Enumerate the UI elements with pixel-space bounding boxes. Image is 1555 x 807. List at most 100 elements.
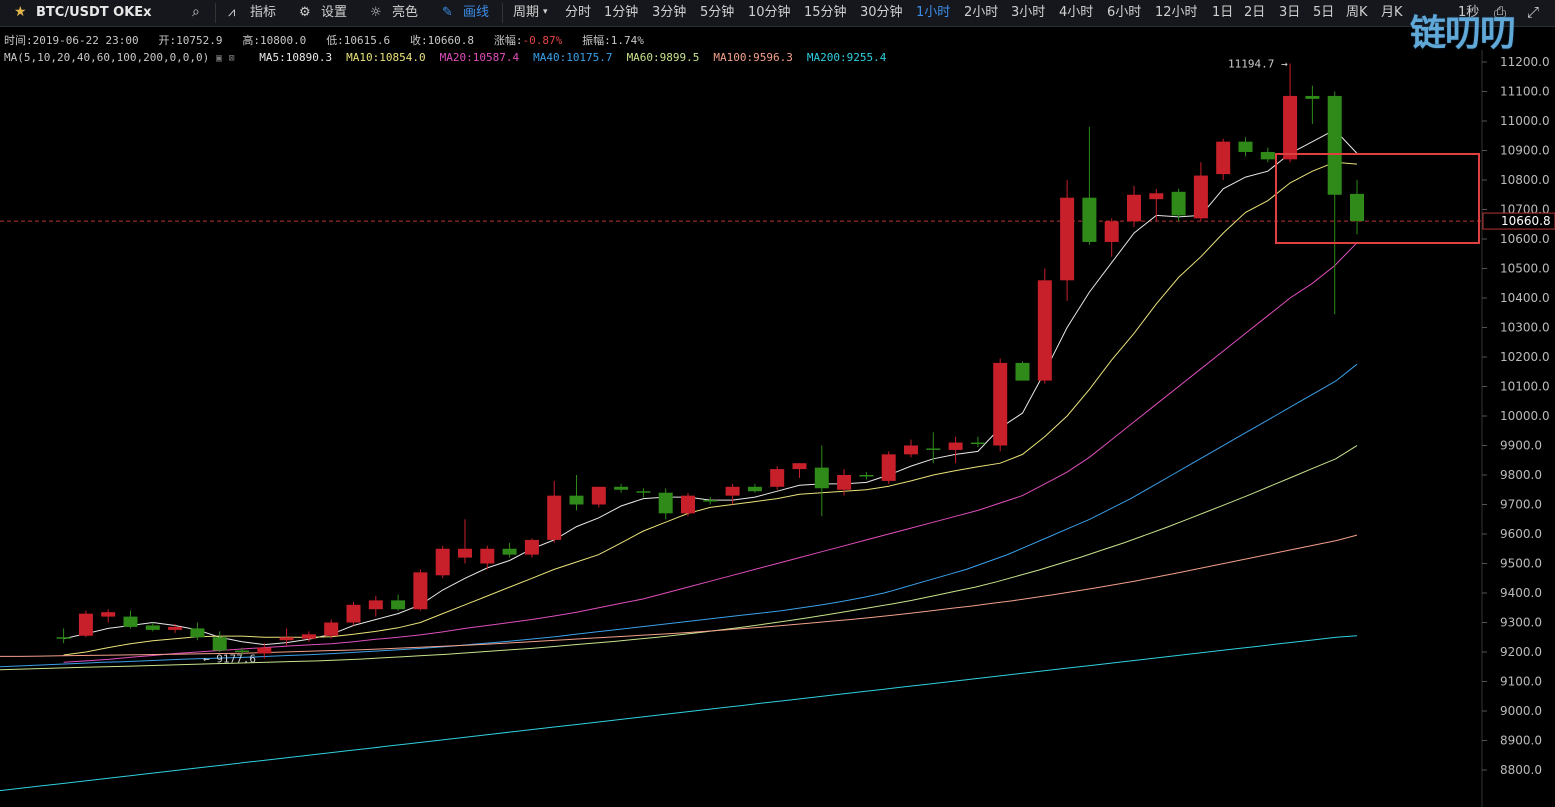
settings-button[interactable]: 设置	[321, 5, 348, 20]
y-tick-label: 11100.0	[1500, 85, 1550, 99]
y-tick-label: 11200.0	[1500, 55, 1550, 69]
ohlc-close: 收:10660.8	[410, 34, 475, 47]
candle-body	[235, 650, 249, 652]
candle-body	[636, 491, 651, 493]
candle-body	[993, 362, 1008, 446]
tab-interval-1[interactable]: 1分钟	[604, 5, 639, 20]
tab-interval-6[interactable]: 30分钟	[860, 5, 903, 20]
ohlc-time: 时间:2019-06-22 23:00	[4, 34, 139, 47]
candle-body	[770, 469, 785, 487]
candle-body	[970, 442, 985, 445]
pencil-icon: ✎	[442, 5, 453, 20]
tab-interval-13[interactable]: 1日	[1212, 5, 1234, 20]
y-tick-label: 9500.0	[1500, 557, 1542, 571]
tab-interval-9[interactable]: 3小时	[1011, 5, 1046, 20]
min-price-label: ← 9177.6	[203, 653, 256, 666]
candle-body	[101, 612, 116, 617]
tab-interval-10[interactable]: 4小时	[1059, 5, 1094, 20]
y-tick-label: 10400.0	[1500, 291, 1550, 305]
candle-body	[681, 495, 695, 514]
tab-interval-0[interactable]: 分时	[565, 5, 592, 20]
tab-interval-11[interactable]: 6小时	[1107, 5, 1142, 20]
candle-body	[1015, 362, 1030, 381]
ma-legend-ma20: MA20:10587.4	[439, 51, 520, 64]
tab-interval-12[interactable]: 12小时	[1155, 5, 1198, 20]
period-dropdown[interactable]: 周期	[513, 5, 540, 20]
tab-interval-14[interactable]: 2日	[1244, 5, 1266, 20]
ma-line-ma100	[0, 534, 1358, 657]
candle-body	[435, 548, 450, 576]
tab-interval-16[interactable]: 5日	[1313, 5, 1335, 20]
max-price-label: 11194.7 →	[1228, 58, 1288, 71]
ma-legend-ma40: MA40:10175.7	[533, 51, 613, 64]
y-tick-label: 11000.0	[1500, 114, 1550, 128]
fullscreen-icon[interactable]: ⤢	[1527, 3, 1540, 21]
candle-body	[324, 622, 339, 636]
candle-body	[703, 500, 718, 502]
candle-body	[881, 454, 896, 481]
gear-icon: ⚙	[299, 5, 311, 20]
ohlc-low: 低:10615.6	[326, 34, 391, 47]
candle-body	[1193, 175, 1208, 219]
y-tick-label: 10800.0	[1500, 173, 1550, 187]
candle-body	[1127, 194, 1141, 222]
ma-params[interactable]: MA(5,10,20,40,60,100,200,0,0,0)	[4, 51, 210, 64]
y-tick-label: 10200.0	[1500, 350, 1550, 364]
tab-interval-4[interactable]: 10分钟	[748, 5, 791, 20]
y-tick-label: 10900.0	[1500, 144, 1550, 158]
ohlc-amplitude: 振幅:1.74%	[582, 34, 644, 47]
chevron-down-icon: ▾	[543, 7, 548, 17]
tab-interval-18[interactable]: 月K	[1381, 5, 1403, 20]
y-tick-label: 10500.0	[1500, 262, 1550, 276]
candle-body	[1327, 95, 1342, 195]
candle-body	[725, 486, 740, 496]
candle-body	[1082, 197, 1097, 242]
candle-body	[480, 548, 495, 564]
tab-interval-5[interactable]: 15分钟	[804, 5, 847, 20]
candle-body	[78, 613, 93, 636]
tab-interval-7[interactable]: 1小时	[916, 5, 951, 20]
candle-body	[145, 625, 160, 630]
tab-interval-15[interactable]: 3日	[1279, 5, 1301, 20]
tab-interval-17[interactable]: 周K	[1346, 5, 1368, 20]
ma-values: MA5:10890.3 MA10:10854.0 MA20:10587.4 MA40:…	[241, 51, 886, 64]
candle-body	[1037, 280, 1052, 381]
theme-toggle-button[interactable]: 亮色	[392, 5, 419, 20]
candle-body	[569, 495, 584, 505]
candle-body	[368, 600, 383, 610]
y-tick-label: 9100.0	[1500, 675, 1542, 689]
ma-legend-ma100: MA100:9596.3	[713, 51, 793, 64]
candle-body	[524, 539, 539, 555]
refresh-rate-label[interactable]: 1秒	[1458, 5, 1480, 20]
symbol-pair-label[interactable]: BTC/USDT OKEx	[36, 5, 152, 20]
ma-legend-ma5: MA5:10890.3	[259, 51, 333, 64]
tab-interval-3[interactable]: 5分钟	[700, 5, 735, 20]
ma-legend-ma200: MA200:9255.4	[806, 51, 887, 64]
top-toolbar: ★ BTC/USDT OKEx ⌕ ⩘ 指标 ⚙ 设置 ☼ 亮色 ✎ 画线 周期…	[0, 0, 1555, 27]
ma-line-ma60	[0, 445, 1358, 671]
y-tick-label: 9700.0	[1500, 498, 1542, 512]
indicators-button[interactable]: 指标	[250, 5, 277, 20]
y-tick-label: 9600.0	[1500, 527, 1542, 541]
search-icon[interactable]: ⌕	[192, 4, 200, 20]
ma-legend-ma10: MA10:10854.0	[346, 51, 426, 64]
candle-body	[614, 486, 629, 490]
tab-interval-2[interactable]: 3分钟	[652, 5, 687, 20]
ma-close-icon[interactable]: ⊠	[228, 53, 235, 64]
candle-body	[1171, 191, 1186, 216]
highlight-rectangle	[1275, 153, 1480, 244]
ohlc-high: 高:10800.0	[242, 34, 307, 47]
candle-body	[391, 600, 406, 610]
favorite-star-icon[interactable]: ★	[14, 4, 27, 20]
tab-interval-8[interactable]: 2小时	[964, 5, 999, 20]
draw-button[interactable]: 画线	[463, 5, 490, 20]
candle-body	[212, 637, 227, 651]
camera-icon[interactable]: ⎙	[1494, 3, 1507, 21]
y-tick-label: 8900.0	[1500, 734, 1542, 748]
ma-settings-icon[interactable]: ▣	[215, 53, 222, 64]
last-price-label: 10660.8	[1501, 214, 1551, 228]
candle-body	[837, 475, 852, 490]
candle-body	[1238, 141, 1253, 152]
toolbar-divider	[215, 3, 216, 23]
